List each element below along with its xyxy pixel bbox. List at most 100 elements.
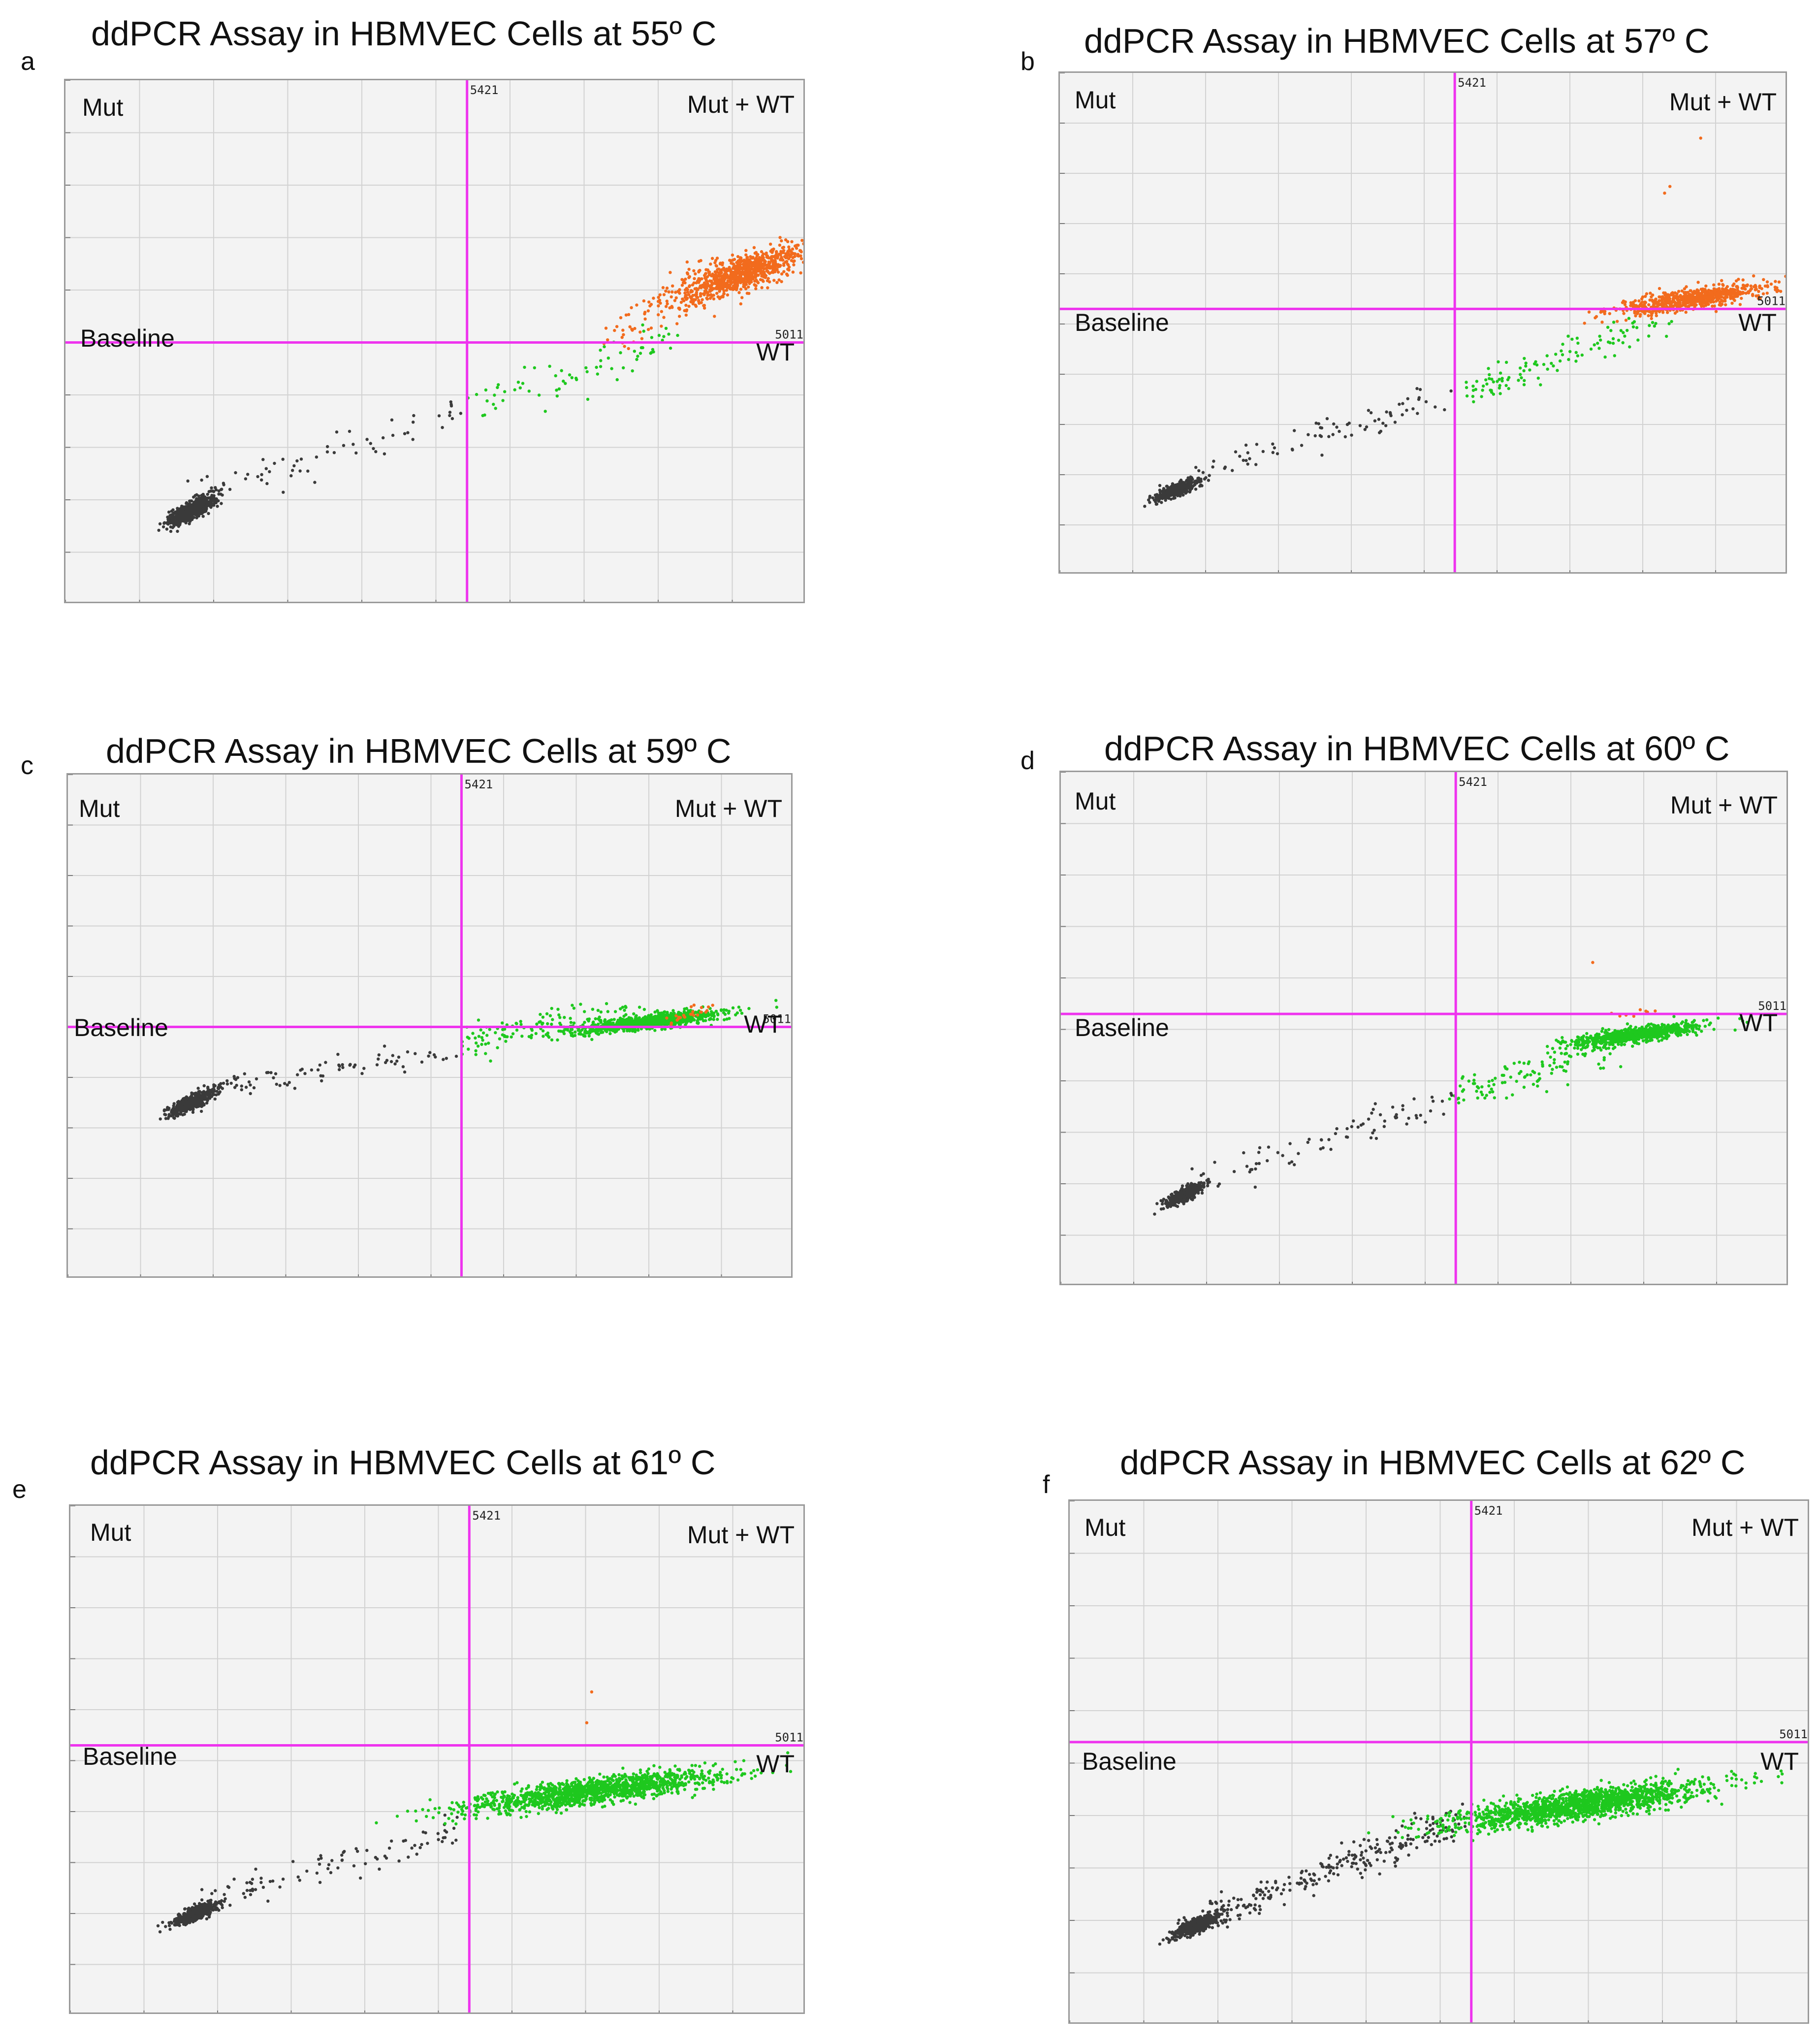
droplet-point bbox=[338, 1068, 341, 1071]
droplet-point bbox=[255, 1077, 258, 1081]
droplet-point bbox=[543, 410, 547, 413]
droplet-point bbox=[1398, 402, 1401, 406]
droplet-point bbox=[1636, 310, 1640, 314]
droplet-point bbox=[1465, 394, 1469, 398]
droplet-point bbox=[667, 290, 670, 294]
droplet-point bbox=[774, 999, 778, 1002]
droplet-point bbox=[716, 284, 720, 288]
droplet-point bbox=[1623, 303, 1627, 306]
droplet-point bbox=[260, 478, 263, 482]
droplet-point bbox=[726, 293, 730, 297]
droplet-point bbox=[716, 1017, 719, 1021]
droplet-point bbox=[780, 256, 783, 259]
droplet-point bbox=[341, 1066, 345, 1070]
droplet-point bbox=[1517, 379, 1520, 382]
droplet-point bbox=[785, 256, 789, 260]
droplet-point bbox=[1207, 479, 1211, 482]
droplet-point bbox=[212, 503, 216, 507]
droplet-point bbox=[1155, 1202, 1159, 1205]
droplet-point bbox=[362, 1067, 366, 1070]
droplet-point bbox=[708, 285, 712, 289]
droplet-point bbox=[269, 1071, 273, 1074]
droplet-point bbox=[758, 256, 762, 260]
droplet-point bbox=[167, 510, 171, 514]
droplet-point bbox=[1381, 422, 1385, 425]
droplet-point bbox=[647, 300, 651, 304]
droplet-point bbox=[735, 279, 739, 283]
droplet-point bbox=[703, 274, 706, 277]
droplet-point bbox=[555, 389, 558, 392]
droplet-point bbox=[1703, 296, 1706, 299]
droplet-point bbox=[180, 504, 184, 508]
droplet-point bbox=[170, 519, 174, 522]
droplet-point bbox=[165, 521, 168, 525]
droplet-point bbox=[579, 1033, 583, 1036]
droplet-point bbox=[1524, 364, 1528, 368]
droplet-point bbox=[1678, 304, 1682, 308]
droplet-point bbox=[1325, 417, 1329, 421]
droplet-point bbox=[738, 269, 741, 273]
droplet-point bbox=[1443, 408, 1446, 412]
droplet-point bbox=[1705, 300, 1709, 303]
droplet-point bbox=[631, 369, 634, 373]
droplet-point bbox=[740, 296, 744, 299]
droplet-point bbox=[697, 299, 701, 303]
droplet-point bbox=[694, 1010, 698, 1014]
droplet-point bbox=[1523, 357, 1526, 360]
droplet-point bbox=[741, 277, 745, 281]
droplet-point bbox=[194, 1101, 198, 1104]
droplet-point bbox=[550, 1022, 553, 1026]
droplet-point bbox=[653, 1010, 657, 1014]
droplet-point bbox=[201, 502, 205, 505]
droplet-point bbox=[1424, 400, 1428, 403]
droplet-point bbox=[1637, 299, 1641, 303]
droplet-point bbox=[225, 1082, 229, 1086]
droplet-point bbox=[1744, 287, 1747, 291]
droplet-point bbox=[1654, 322, 1658, 325]
cluster-negative-rain bbox=[1189, 387, 1453, 483]
droplet-point bbox=[637, 1029, 640, 1032]
droplet-point bbox=[1384, 424, 1388, 427]
droplet-point bbox=[1708, 292, 1712, 295]
droplet-point bbox=[1699, 136, 1702, 140]
droplet-point bbox=[214, 488, 218, 491]
droplet-point bbox=[622, 333, 625, 336]
droplet-point bbox=[731, 253, 734, 257]
droplet-point bbox=[1668, 300, 1671, 303]
droplet-point bbox=[161, 525, 165, 529]
droplet-point bbox=[596, 1008, 600, 1012]
droplet-point bbox=[781, 251, 785, 255]
droplet-point bbox=[752, 264, 755, 267]
droplet-point bbox=[564, 382, 567, 385]
droplet-point bbox=[710, 257, 714, 260]
droplet-point bbox=[1685, 296, 1688, 300]
droplet-point bbox=[1784, 275, 1786, 278]
droplet-point bbox=[546, 1022, 549, 1026]
droplet-point bbox=[599, 349, 602, 352]
droplet-point bbox=[353, 1063, 357, 1067]
droplet-point bbox=[188, 522, 191, 525]
droplet-point bbox=[714, 1009, 718, 1013]
droplet-point bbox=[712, 1011, 716, 1015]
droplet-point bbox=[754, 287, 758, 291]
droplet-point bbox=[1574, 359, 1578, 363]
droplet-point bbox=[684, 313, 688, 317]
droplet-point bbox=[548, 1014, 552, 1017]
droplet-point bbox=[1186, 476, 1190, 480]
droplet-point bbox=[1196, 477, 1200, 480]
droplet-point bbox=[568, 373, 572, 377]
droplet-point bbox=[1679, 298, 1682, 302]
droplet-point bbox=[710, 287, 714, 291]
droplet-point bbox=[1741, 291, 1745, 294]
droplet-point bbox=[702, 293, 706, 296]
droplet-point bbox=[1190, 481, 1194, 484]
droplet-point bbox=[406, 1050, 410, 1054]
droplet-point bbox=[222, 483, 225, 487]
droplet-point bbox=[744, 259, 748, 262]
droplet-point bbox=[175, 514, 178, 517]
droplet-point bbox=[1622, 331, 1625, 334]
droplet-point bbox=[592, 1020, 595, 1024]
droplet-point bbox=[1766, 285, 1769, 289]
droplet-point bbox=[673, 299, 677, 302]
droplet-point bbox=[689, 1012, 693, 1016]
